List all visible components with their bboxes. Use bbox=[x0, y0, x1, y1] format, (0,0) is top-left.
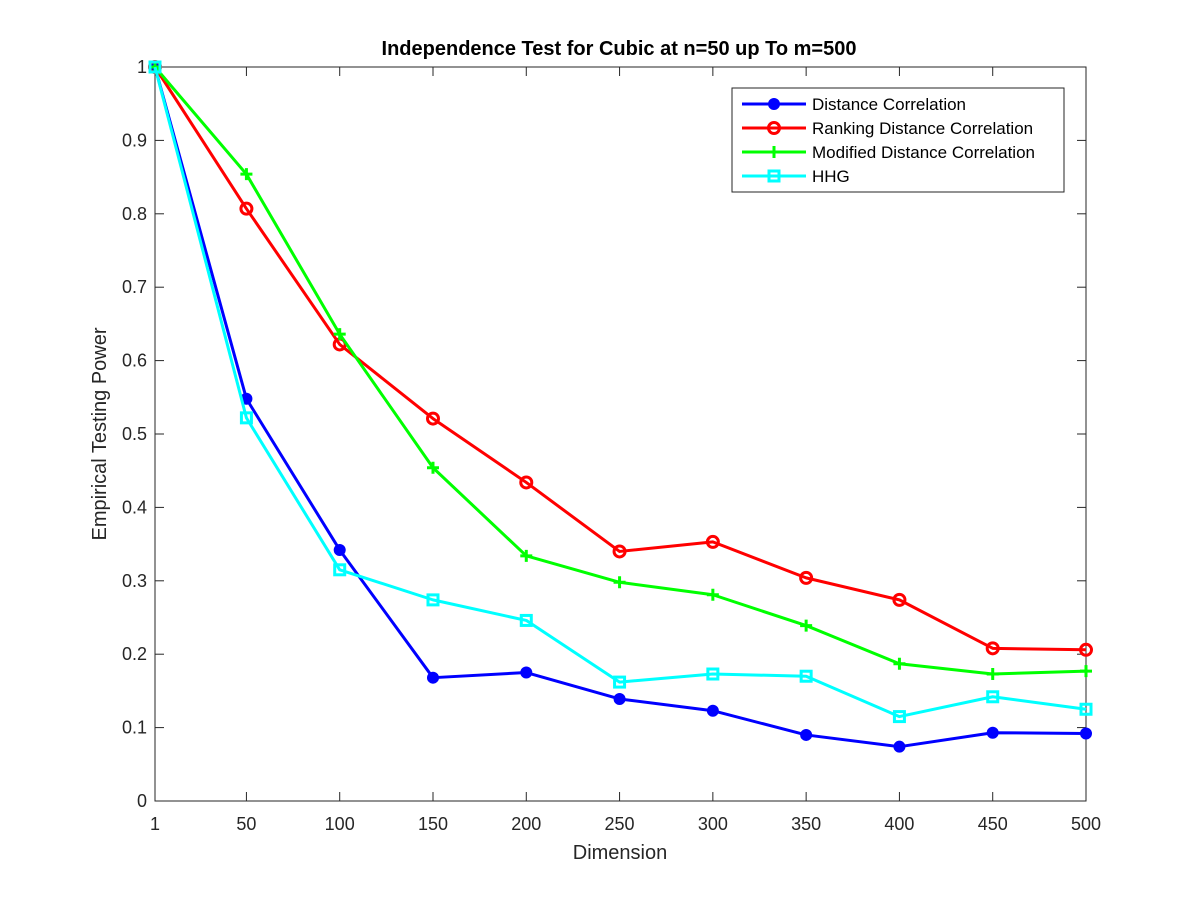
legend: Distance Correlation Ranking Distance Cor… bbox=[731, 87, 1065, 193]
data-point bbox=[893, 657, 906, 670]
legend-label: Ranking Distance Correlation bbox=[812, 119, 1033, 138]
y-tick-label: 0.5 bbox=[122, 424, 147, 444]
data-point bbox=[986, 726, 999, 739]
legend-marker bbox=[767, 169, 781, 183]
y-tick-label: 0.8 bbox=[122, 204, 147, 224]
data-point bbox=[706, 667, 720, 681]
data-point bbox=[333, 563, 347, 577]
data-point bbox=[1079, 642, 1093, 657]
data-point bbox=[612, 544, 627, 559]
data-point bbox=[799, 570, 814, 585]
y-tick-label: 0.9 bbox=[122, 130, 147, 150]
series-4 bbox=[148, 60, 1093, 724]
data-point bbox=[520, 666, 533, 679]
series-line bbox=[153, 66, 1087, 652]
series-3 bbox=[149, 61, 1092, 681]
data-point bbox=[520, 549, 533, 562]
data-point bbox=[1080, 665, 1092, 678]
data-point bbox=[148, 60, 162, 74]
x-tick-label: 450 bbox=[978, 814, 1008, 834]
x-tick-label: 400 bbox=[884, 814, 914, 834]
y-axis: 0 0.1 0.2 0.3 0.4 0.5 0.6 0.7 0.8 0.9 1 bbox=[122, 57, 1086, 811]
legend-marker bbox=[768, 146, 780, 158]
y-tick-label: 0.4 bbox=[122, 497, 147, 517]
y-tick-label: 0.6 bbox=[122, 351, 147, 371]
y-tick-label: 0.1 bbox=[122, 718, 147, 738]
data-point bbox=[613, 692, 626, 705]
series-layer bbox=[148, 60, 1093, 753]
data-point bbox=[613, 675, 627, 689]
data-point bbox=[1079, 702, 1093, 716]
legend-label: HHG bbox=[812, 167, 850, 186]
data-point bbox=[986, 690, 1000, 704]
y-tick-label: 0.3 bbox=[122, 571, 147, 591]
data-point bbox=[985, 641, 1000, 656]
x-tick-label: 200 bbox=[511, 814, 541, 834]
data-point bbox=[426, 461, 439, 474]
data-point bbox=[426, 593, 440, 607]
series-2 bbox=[148, 60, 1093, 657]
data-point bbox=[706, 588, 719, 601]
data-point bbox=[519, 613, 533, 627]
series-1 bbox=[149, 61, 1092, 753]
y-tick-label: 1 bbox=[137, 57, 147, 77]
y-tick-label: 0.7 bbox=[122, 277, 147, 297]
data-point bbox=[333, 543, 346, 556]
legend-label: Distance Correlation bbox=[812, 95, 966, 114]
chart-title: Independence Test for Cubic at n=50 up T… bbox=[382, 38, 857, 60]
data-point bbox=[1080, 727, 1092, 740]
data-point bbox=[892, 710, 906, 724]
legend-marker bbox=[768, 98, 780, 110]
x-axis-label: Dimension bbox=[573, 842, 667, 864]
data-point bbox=[239, 201, 254, 216]
series-line bbox=[153, 66, 1087, 719]
data-point bbox=[240, 168, 253, 181]
x-tick-label: 500 bbox=[1071, 814, 1101, 834]
y-tick-label: 0 bbox=[137, 791, 147, 811]
x-axis: 1 50 100 150 200 250 300 350 400 450 500 bbox=[150, 67, 1101, 834]
x-tick-label: 150 bbox=[418, 814, 448, 834]
data-point bbox=[613, 576, 626, 589]
data-point bbox=[893, 740, 906, 753]
x-tick-label: 100 bbox=[325, 814, 355, 834]
data-point bbox=[239, 411, 253, 425]
data-point bbox=[799, 669, 813, 683]
legend-label: Modified Distance Correlation bbox=[812, 143, 1035, 162]
data-point bbox=[800, 619, 813, 632]
data-point bbox=[426, 671, 439, 684]
x-tick-label: 350 bbox=[791, 814, 821, 834]
data-point bbox=[706, 704, 719, 717]
y-tick-label: 0.2 bbox=[122, 644, 147, 664]
data-point bbox=[705, 534, 720, 549]
x-tick-label: 300 bbox=[698, 814, 728, 834]
x-tick-label: 1 bbox=[150, 814, 160, 834]
data-point bbox=[519, 475, 534, 490]
data-point bbox=[892, 592, 907, 607]
y-axis-label: Empirical Testing Power bbox=[89, 327, 111, 540]
data-point bbox=[800, 728, 813, 741]
x-tick-label: 50 bbox=[236, 814, 256, 834]
data-point bbox=[986, 668, 999, 681]
data-point bbox=[333, 328, 346, 341]
x-tick-label: 250 bbox=[605, 814, 635, 834]
data-point bbox=[425, 411, 440, 426]
legend-marker bbox=[767, 121, 781, 135]
